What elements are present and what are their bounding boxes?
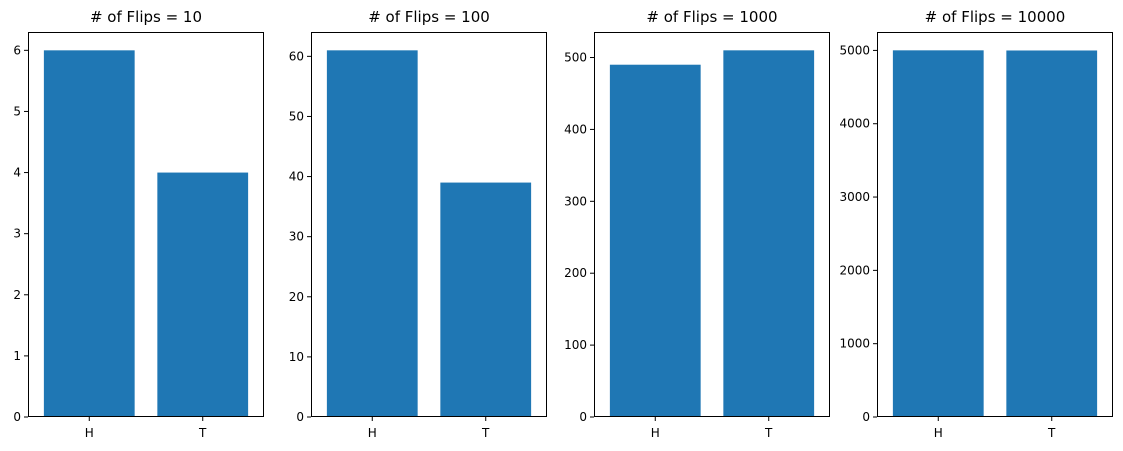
bar-t: [1006, 50, 1098, 417]
x-tick-label: T: [481, 426, 490, 440]
axes-frame: [311, 32, 547, 417]
x-tick-label: H: [368, 426, 377, 440]
subplot-1: 0 1 2 3 4 5 6 H T # of Flips = 10: [13, 8, 264, 440]
y-tick-label: 3: [13, 227, 21, 241]
x-tick-label: T: [198, 426, 207, 440]
y-tick-label: 10: [289, 350, 304, 364]
x-tick-label: T: [764, 426, 773, 440]
y-tick-label: 0: [579, 410, 587, 424]
axes-frame: [877, 32, 1113, 417]
y-tick-label: 5: [13, 104, 21, 118]
y-tick-label: 0: [296, 410, 304, 424]
y-tick-label: 40: [289, 170, 304, 184]
y-tick-label: 4: [13, 166, 21, 180]
y-tick-label: 50: [289, 109, 304, 123]
bar-t: [723, 50, 815, 417]
y-tick-label: 200: [564, 266, 587, 280]
y-tick-label: 100: [564, 338, 587, 352]
x-tick-label: H: [85, 426, 94, 440]
chart-title: # of Flips = 10: [90, 8, 202, 26]
y-tick-label: 300: [564, 194, 587, 208]
subplot-4: 0 1000 2000 3000 4000 5000 H T # of Flips = 1000…: [839, 8, 1113, 440]
axes-frame: [594, 32, 830, 417]
y-tick-label: 4000: [839, 117, 870, 131]
bar-t: [157, 172, 249, 417]
y-tick-label: 30: [289, 230, 304, 244]
y-tick-label: 0: [862, 410, 870, 424]
y-tick-label: 2000: [839, 263, 870, 277]
y-tick-label: 1: [13, 349, 21, 363]
y-tick-label: 20: [289, 290, 304, 304]
bar-h: [892, 50, 984, 417]
x-tick-label: H: [651, 426, 660, 440]
y-tick-label: 60: [289, 49, 304, 63]
y-tick-label: 1000: [839, 337, 870, 351]
y-tick-label: 6: [13, 43, 21, 57]
y-tick-label: 0: [13, 410, 21, 424]
chart-title: # of Flips = 100: [368, 8, 490, 26]
bar-h: [609, 64, 701, 418]
y-tick-label: 500: [564, 51, 587, 65]
chart-title: # of Flips = 10000: [925, 8, 1066, 26]
bar-h: [326, 50, 418, 417]
y-tick-label: 400: [564, 122, 587, 136]
bar-t: [440, 182, 532, 417]
subplot-2: 0 10 20 30 40 50 60 H T # of Flips = 100: [289, 8, 547, 440]
y-tick-label: 5000: [839, 43, 870, 57]
bar-h: [43, 50, 135, 417]
chart-title: # of Flips = 1000: [646, 8, 777, 26]
y-tick-label: 2: [13, 288, 21, 302]
axes-frame: [28, 32, 264, 417]
y-tick-label: 3000: [839, 190, 870, 204]
x-tick-label: H: [934, 426, 943, 440]
subplot-3: 0 100 200 300 400 500 H T # of Flips = 1000: [564, 8, 830, 440]
x-tick-label: T: [1047, 426, 1056, 440]
